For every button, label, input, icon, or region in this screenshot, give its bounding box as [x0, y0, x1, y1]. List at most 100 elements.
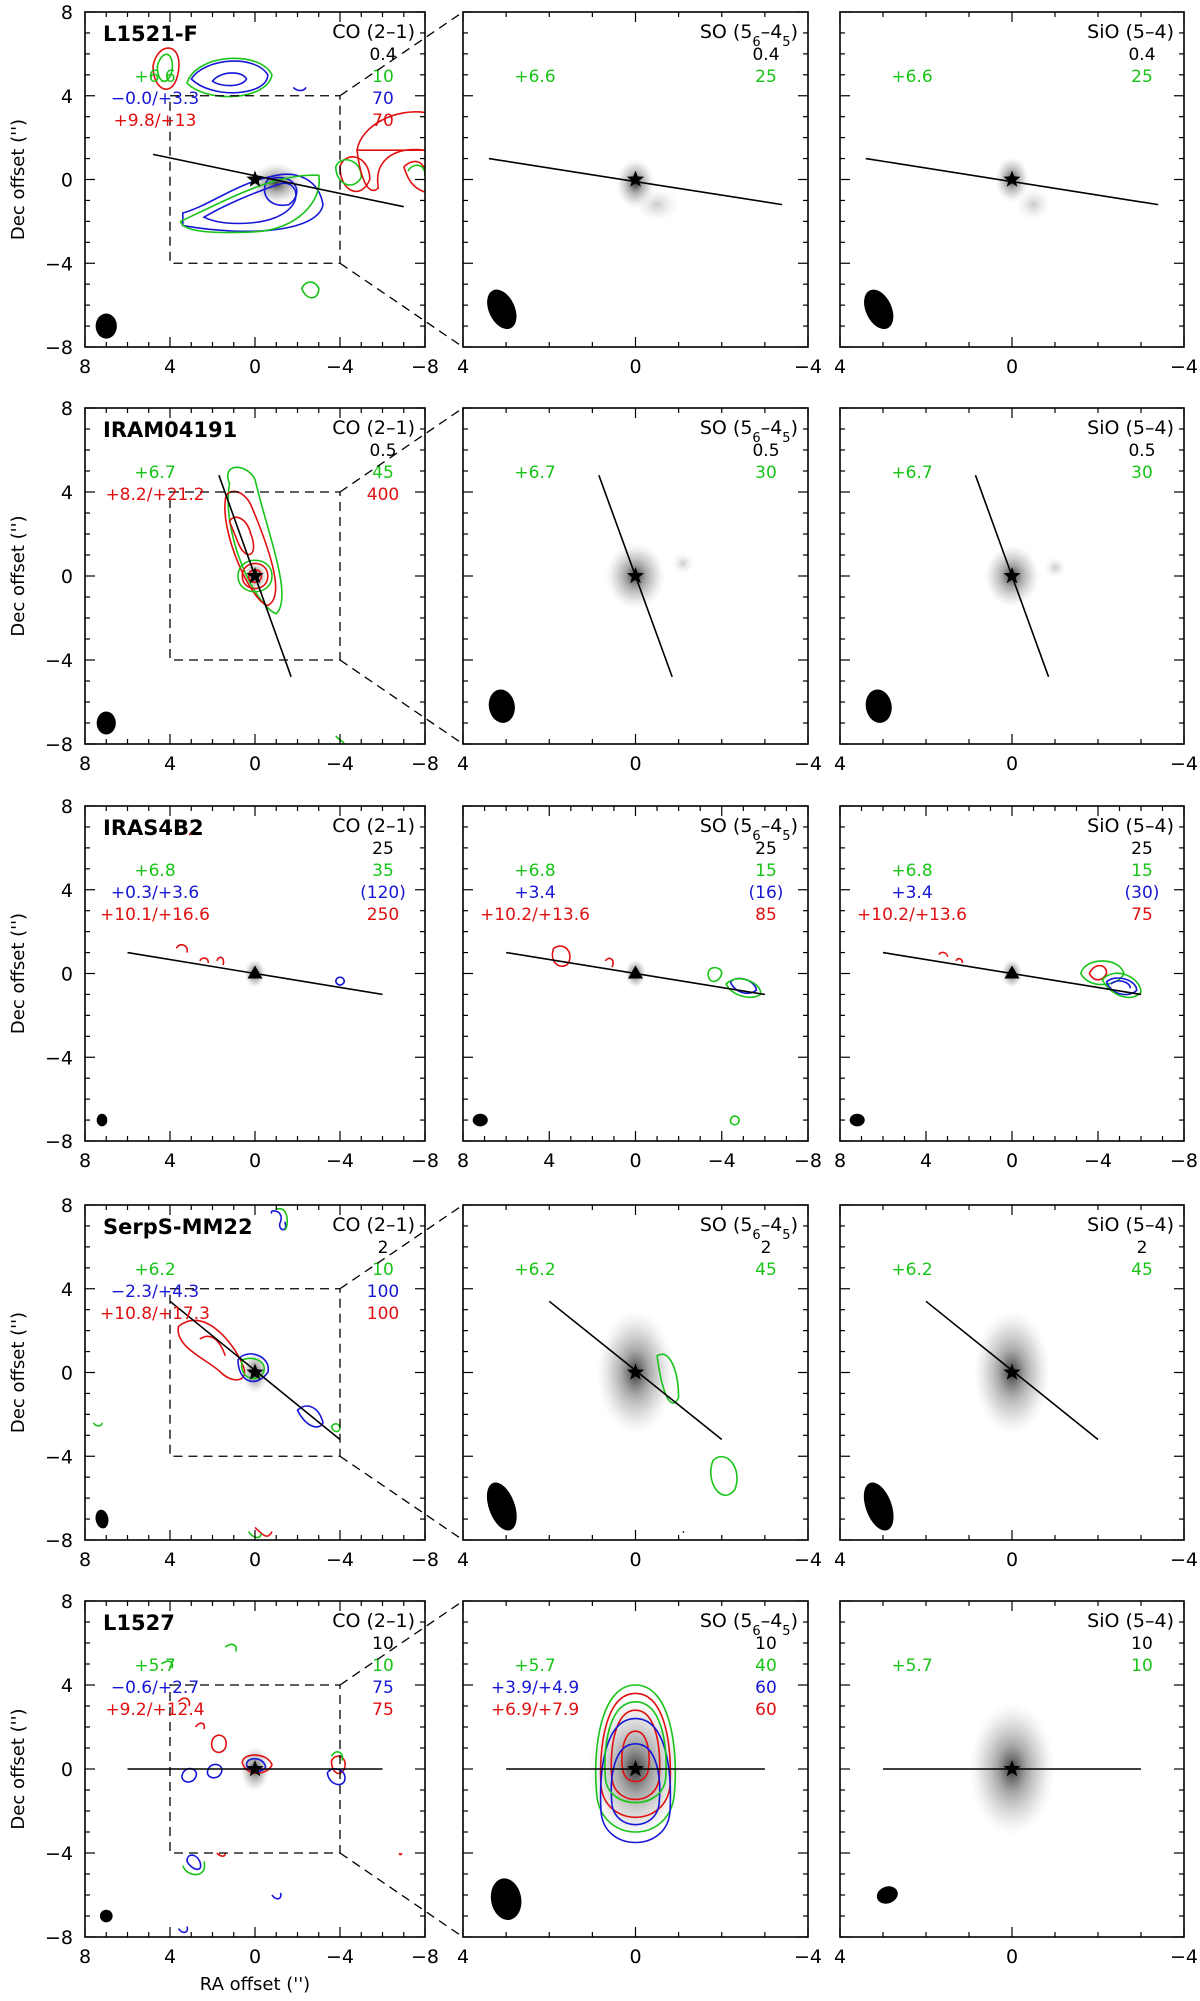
zoom-connector-line	[339, 1204, 464, 1290]
subscript: 6	[752, 431, 760, 446]
contour-level-label: 70	[372, 111, 394, 131]
zoom-connector-line	[339, 1600, 464, 1686]
green-contour	[156, 53, 174, 82]
x-tick-label: −4	[326, 1549, 354, 1571]
y-tick-label: −8	[45, 1927, 73, 1949]
subscript: 5	[782, 829, 790, 844]
red-contour	[599, 1692, 672, 1818]
red-contour	[398, 1852, 403, 1856]
contour-level-label: 45	[755, 1260, 777, 1280]
red-contour	[199, 1335, 227, 1357]
subscript: 5	[782, 1624, 790, 1639]
x-axis-title: RA offset ('')	[200, 1974, 310, 1995]
y-tick-label: 8	[61, 2, 73, 24]
panel-l1527-co: 8 4 0 −4 −8 8 4 0 −4 −8 L1527 CO (2–1) +5.7−0.6/+2.7…	[45, 1591, 439, 1968]
contour-level-label: 10	[755, 1634, 777, 1654]
contour-level-label: 0.4	[369, 45, 396, 65]
panel-l1521-f-so: 4 0 −4SO (56–45)+6.60.425	[457, 11, 822, 378]
y-tick-label: 8	[61, 398, 73, 420]
blue-contour	[334, 976, 346, 986]
x-tick-label: −8	[411, 1946, 439, 1968]
beam-ellipse	[876, 1886, 898, 1904]
continuum-emission	[635, 187, 679, 222]
y-tick-label: 8	[61, 1591, 73, 1613]
y-tick-label: −8	[45, 1131, 73, 1153]
source-name: IRAS4B2	[103, 816, 204, 840]
red-contour	[254, 1526, 273, 1537]
velocity-range-label: +6.7	[134, 463, 175, 483]
velocity-range-label: +5.7	[514, 1656, 555, 1676]
protostar-star-marker	[626, 170, 645, 187]
continuum-emission	[1016, 187, 1051, 222]
x-tick-label: −8	[1170, 1150, 1198, 1172]
protostar-triangle-marker	[247, 965, 263, 979]
x-tick-label: 4	[164, 356, 176, 378]
x-tick-label: 0	[249, 1549, 261, 1571]
contour-level-label: 25	[1131, 839, 1153, 859]
panel-plot-area	[472, 945, 766, 1127]
beam-ellipse	[865, 689, 892, 723]
transition-label: CO (2–1)	[332, 815, 415, 837]
velocity-range-label: +6.7	[514, 463, 555, 483]
x-tick-label: 8	[79, 1946, 91, 1968]
red-contour	[938, 951, 949, 957]
contour-level-label: 10	[372, 1656, 394, 1676]
contour-level-label: 15	[755, 861, 777, 881]
x-tick-label: 4	[457, 356, 469, 378]
transition-label: SiO (5–4)	[1087, 1214, 1174, 1236]
beam-ellipse	[864, 289, 894, 330]
panel-plot-area	[486, 1300, 738, 1534]
panel-iras4b2-co: 8 4 0 −4 −8 8 4 0 −4 −8 IRAS4B2 CO (2–1) +6.8+0.3/+3…	[45, 796, 439, 1172]
panel-plot-area	[490, 1684, 765, 1921]
continuum-emission	[1044, 557, 1066, 579]
contour-level-label: 45	[372, 463, 394, 483]
velocity-range-label: +6.8	[514, 861, 555, 881]
red-contour	[604, 957, 614, 968]
zoom-connector-line	[339, 659, 464, 745]
green-contour	[227, 466, 283, 615]
x-tick-label: −8	[411, 1549, 439, 1571]
red-contour	[551, 945, 571, 967]
contour-level-label: 40	[755, 1656, 777, 1676]
source-name: IRAM04191	[103, 418, 237, 442]
transition-label: CO (2–1)	[332, 1610, 415, 1632]
velocity-range-label: +6.2	[134, 1260, 175, 1280]
green-contour	[186, 57, 273, 98]
transition-label: SO (56–45)	[700, 815, 798, 844]
red-contour	[224, 490, 277, 607]
velocity-range-label: +3.9/+4.9	[491, 1678, 579, 1698]
panel-plot-area	[876, 1701, 1141, 1904]
green-contour	[276, 1207, 289, 1231]
velocity-range-label: +6.6	[891, 67, 932, 87]
transition-label: CO (2–1)	[332, 21, 415, 43]
x-tick-label: 4	[457, 1946, 469, 1968]
y-tick-label: −8	[45, 734, 73, 756]
contour-level-label: 30	[755, 463, 777, 483]
source-name: SerpS-MM22	[103, 1215, 253, 1239]
red-contour	[199, 957, 210, 964]
contour-level-label: 60	[755, 1678, 777, 1698]
contour-level-label: (16)	[749, 883, 784, 903]
x-tick-label: 0	[1006, 356, 1018, 378]
panel-l1527-so: 4 0 −4SO (56–45)+5.7+3.9/+4.9+6.9/+7.91040…	[457, 1600, 822, 1968]
x-tick-label: 0	[629, 753, 641, 775]
x-tick-label: 0	[249, 753, 261, 775]
y-tick-label: −4	[45, 1446, 73, 1468]
red-contour	[216, 956, 225, 966]
green-contour	[237, 559, 273, 593]
beam-ellipse	[99, 1909, 113, 1923]
contour-level-label: 25	[372, 839, 394, 859]
green-contour	[179, 174, 321, 234]
green-contour	[656, 1353, 680, 1404]
x-tick-label: −4	[794, 1946, 822, 1968]
y-tick-label: 4	[61, 1279, 73, 1301]
y-tick-label: 4	[61, 880, 73, 902]
contour-level-label: 10	[372, 1634, 394, 1654]
blue-contour	[181, 1767, 198, 1783]
red-contour	[356, 111, 425, 192]
velocity-range-label: +5.7	[891, 1656, 932, 1676]
x-tick-label: 0	[249, 1946, 261, 1968]
x-tick-label: −8	[794, 1150, 822, 1172]
